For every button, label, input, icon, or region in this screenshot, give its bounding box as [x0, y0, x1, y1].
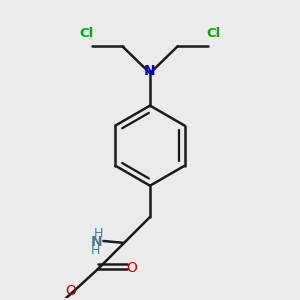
Text: H: H [94, 227, 103, 240]
Text: Cl: Cl [79, 27, 93, 40]
Text: O: O [127, 261, 137, 275]
Text: N: N [91, 235, 102, 249]
Text: N: N [144, 64, 156, 78]
Text: Cl: Cl [207, 27, 221, 40]
Text: H: H [91, 244, 101, 257]
Text: O: O [65, 284, 76, 298]
